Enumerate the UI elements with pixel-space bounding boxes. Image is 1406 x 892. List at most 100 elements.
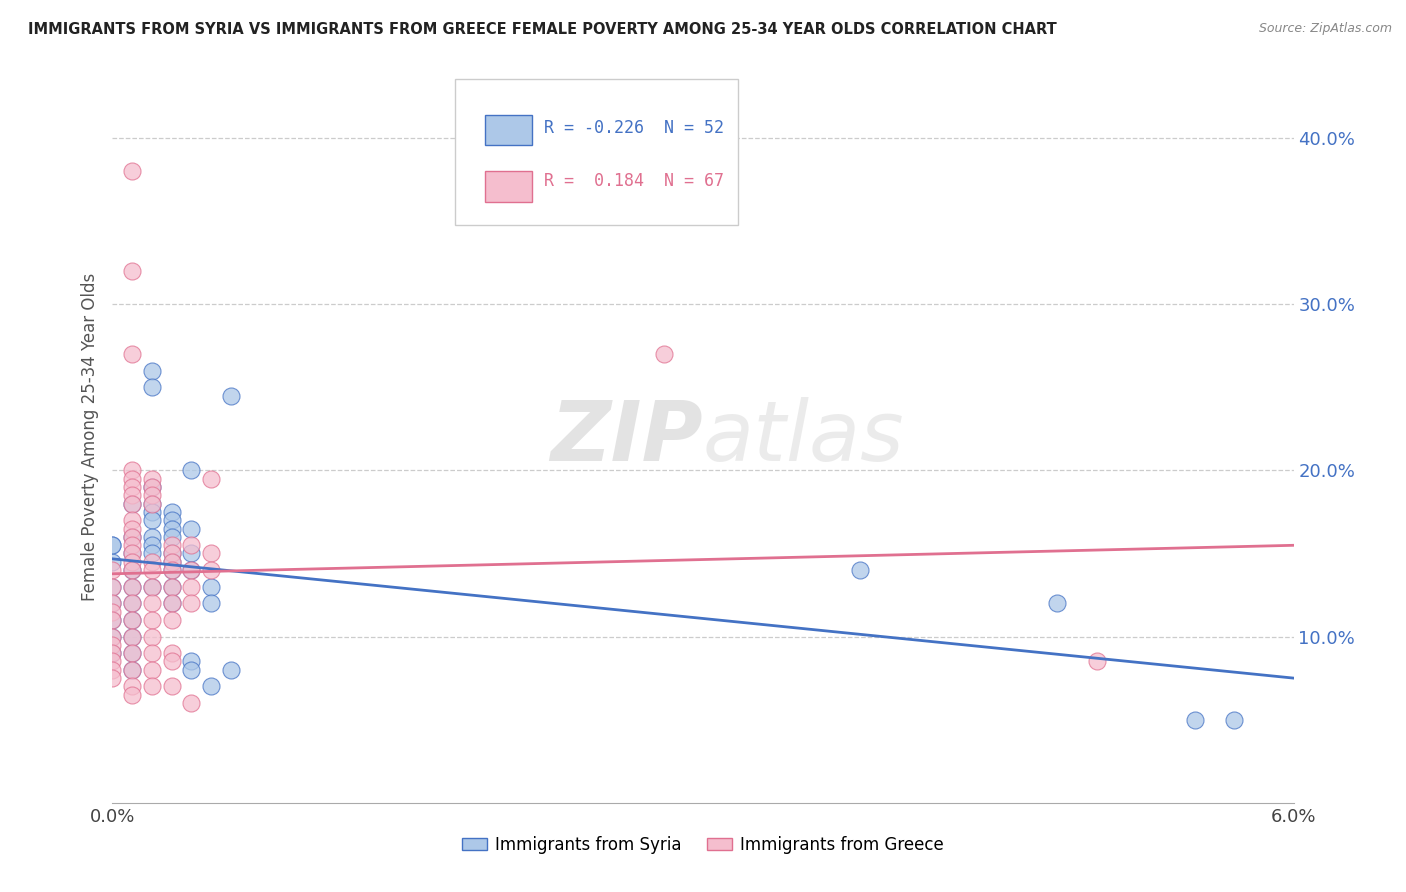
Point	[121, 472, 143, 486]
Point	[160, 563, 183, 577]
Point	[180, 580, 202, 594]
Point	[180, 596, 202, 610]
Point	[200, 596, 222, 610]
Point	[160, 513, 183, 527]
Point	[180, 563, 202, 577]
Point	[121, 646, 143, 660]
Point	[1223, 713, 1246, 727]
Text: R =  0.184  N = 67: R = 0.184 N = 67	[544, 172, 724, 190]
Point	[160, 555, 183, 569]
Point	[160, 580, 183, 594]
Point	[121, 563, 143, 577]
Point	[101, 671, 124, 685]
Point	[141, 380, 163, 394]
Point	[219, 663, 242, 677]
Point	[160, 596, 183, 610]
Point	[141, 530, 163, 544]
Point	[180, 546, 202, 560]
Text: Source: ZipAtlas.com: Source: ZipAtlas.com	[1258, 22, 1392, 36]
Point	[121, 463, 143, 477]
Point	[121, 497, 143, 511]
Text: atlas: atlas	[703, 397, 904, 477]
Point	[200, 546, 222, 560]
Point	[141, 472, 163, 486]
Point	[160, 530, 183, 544]
Point	[180, 696, 202, 710]
Point	[180, 538, 202, 552]
FancyBboxPatch shape	[485, 171, 531, 202]
Point	[200, 580, 222, 594]
Point	[101, 646, 124, 660]
Point	[160, 646, 183, 660]
Point	[160, 546, 183, 560]
Point	[141, 613, 163, 627]
Point	[141, 513, 163, 527]
Point	[160, 546, 183, 560]
Point	[121, 546, 143, 560]
Point	[121, 580, 143, 594]
Point	[160, 580, 183, 594]
Point	[101, 563, 124, 577]
Point	[141, 563, 163, 577]
Point	[141, 538, 163, 552]
Point	[101, 580, 124, 594]
Point	[121, 580, 143, 594]
Point	[101, 596, 124, 610]
Point	[121, 663, 143, 677]
Point	[200, 563, 222, 577]
Point	[121, 555, 143, 569]
Text: R = -0.226  N = 52: R = -0.226 N = 52	[544, 120, 724, 137]
Point	[121, 480, 143, 494]
Point	[121, 663, 143, 677]
Point	[160, 538, 183, 552]
Point	[101, 630, 124, 644]
Point	[121, 530, 143, 544]
Point	[160, 680, 183, 694]
Point	[1085, 655, 1108, 669]
Point	[101, 630, 124, 644]
Point	[141, 630, 163, 644]
Point	[121, 530, 143, 544]
Point	[141, 363, 163, 377]
Point	[121, 596, 143, 610]
Point	[180, 521, 202, 535]
Point	[200, 472, 222, 486]
Point	[141, 480, 163, 494]
FancyBboxPatch shape	[456, 78, 738, 225]
Point	[101, 655, 124, 669]
Point	[121, 538, 143, 552]
Point	[141, 555, 163, 569]
Point	[849, 563, 872, 577]
Point	[101, 613, 124, 627]
Point	[121, 264, 143, 278]
Point	[141, 680, 163, 694]
Point	[101, 646, 124, 660]
Point	[101, 580, 124, 594]
Y-axis label: Female Poverty Among 25-34 Year Olds: Female Poverty Among 25-34 Year Olds	[80, 273, 98, 601]
Point	[141, 480, 163, 494]
Point	[101, 663, 124, 677]
Point	[101, 613, 124, 627]
Point	[141, 580, 163, 594]
Point	[141, 497, 163, 511]
Point	[180, 463, 202, 477]
Point	[141, 546, 163, 560]
Point	[121, 688, 143, 702]
Point	[160, 505, 183, 519]
Point	[121, 521, 143, 535]
Point	[160, 613, 183, 627]
Point	[121, 630, 143, 644]
Point	[141, 646, 163, 660]
Point	[121, 546, 143, 560]
Point	[652, 347, 675, 361]
Point	[121, 347, 143, 361]
Point	[121, 613, 143, 627]
Point	[101, 596, 124, 610]
Point	[121, 497, 143, 511]
Point	[121, 164, 143, 178]
Point	[160, 596, 183, 610]
Point	[160, 563, 183, 577]
Point	[1046, 596, 1069, 610]
Point	[121, 646, 143, 660]
Point	[180, 563, 202, 577]
